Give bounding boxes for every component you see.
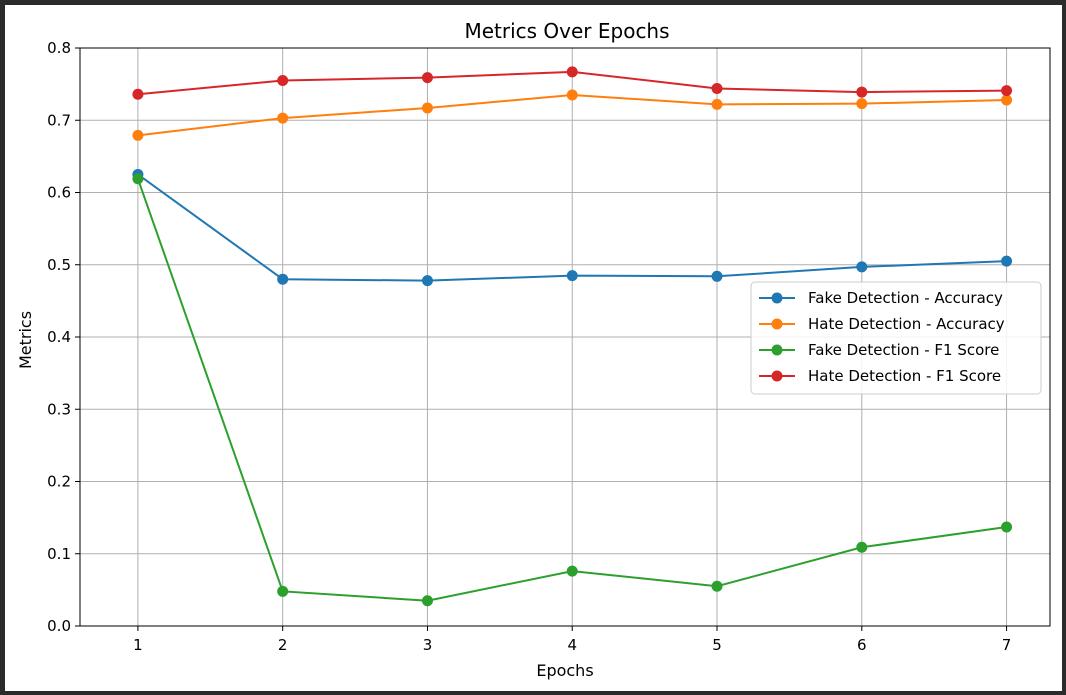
data-point bbox=[711, 98, 723, 110]
series-2 bbox=[132, 89, 1013, 141]
legend-marker bbox=[771, 344, 783, 356]
data-point bbox=[421, 72, 433, 84]
legend-label: Fake Detection - Accuracy bbox=[808, 289, 1003, 307]
legend-item: Hate Detection - Accuracy bbox=[759, 315, 1005, 333]
x-tick-label: 7 bbox=[1002, 636, 1012, 654]
x-tick-label: 5 bbox=[712, 636, 722, 654]
y-tick-label: 0.5 bbox=[47, 256, 71, 274]
y-tick-label: 0.1 bbox=[47, 545, 71, 563]
x-tick-label: 6 bbox=[857, 636, 867, 654]
legend-item: Hate Detection - F1 Score bbox=[759, 367, 1001, 385]
data-point bbox=[132, 173, 144, 185]
data-point bbox=[711, 82, 723, 94]
data-point bbox=[1001, 255, 1013, 267]
legend-box bbox=[750, 281, 1042, 395]
data-point bbox=[277, 112, 289, 124]
legend-item: Fake Detection - F1 Score bbox=[759, 341, 999, 359]
y-tick-label: 0.2 bbox=[47, 473, 71, 491]
legend-label: Hate Detection - Accuracy bbox=[808, 315, 1005, 333]
x-tick-label: 2 bbox=[278, 636, 288, 654]
y-tick-label: 0.0 bbox=[47, 617, 71, 635]
data-point bbox=[132, 129, 144, 141]
data-point bbox=[277, 585, 289, 597]
data-point bbox=[277, 75, 289, 87]
y-tick-label: 0.4 bbox=[47, 328, 71, 346]
data-point bbox=[856, 86, 868, 98]
legend-marker bbox=[771, 318, 783, 330]
y-tick-label: 0.7 bbox=[47, 111, 71, 129]
series-lines bbox=[132, 66, 1013, 607]
data-point bbox=[856, 98, 868, 110]
axis-ticks: 1 2 3 4 5 6 7 0.0 0.1 0.2 0.3 0.4 0.5 0.6 0.7 0.8 bbox=[47, 39, 1011, 654]
x-axis-label: Epochs bbox=[536, 661, 593, 680]
legend-marker bbox=[771, 370, 783, 382]
legend-label: Fake Detection - F1 Score bbox=[808, 341, 999, 359]
series-4 bbox=[132, 66, 1013, 100]
data-point bbox=[711, 580, 723, 592]
data-point bbox=[1001, 85, 1013, 97]
data-point bbox=[566, 565, 578, 577]
data-point bbox=[1001, 94, 1013, 106]
x-tick-label: 1 bbox=[133, 636, 143, 654]
x-tick-label: 4 bbox=[567, 636, 577, 654]
data-point bbox=[1001, 521, 1013, 533]
data-point bbox=[711, 270, 723, 282]
legend-label: Hate Detection - F1 Score bbox=[808, 367, 1001, 385]
series-3 bbox=[132, 173, 1013, 607]
chart-title: Metrics Over Epochs bbox=[464, 19, 669, 43]
data-point bbox=[566, 89, 578, 101]
data-point bbox=[421, 595, 433, 607]
data-point bbox=[277, 273, 289, 285]
data-point bbox=[566, 270, 578, 282]
data-point bbox=[856, 541, 868, 553]
y-tick-label: 0.6 bbox=[47, 184, 71, 202]
x-tick-label: 3 bbox=[423, 636, 433, 654]
legend-item: Fake Detection - Accuracy bbox=[759, 289, 1003, 307]
data-point bbox=[856, 261, 868, 273]
y-axis-label: Metrics bbox=[16, 311, 35, 369]
y-tick-label: 0.3 bbox=[47, 400, 71, 418]
data-point bbox=[132, 88, 144, 100]
legend-marker bbox=[771, 292, 783, 304]
legend: Fake Detection - Accuracy Hate Detection … bbox=[750, 281, 1042, 395]
data-point bbox=[566, 66, 578, 78]
data-point bbox=[421, 102, 433, 114]
y-tick-label: 0.8 bbox=[47, 39, 71, 57]
data-point bbox=[421, 275, 433, 287]
